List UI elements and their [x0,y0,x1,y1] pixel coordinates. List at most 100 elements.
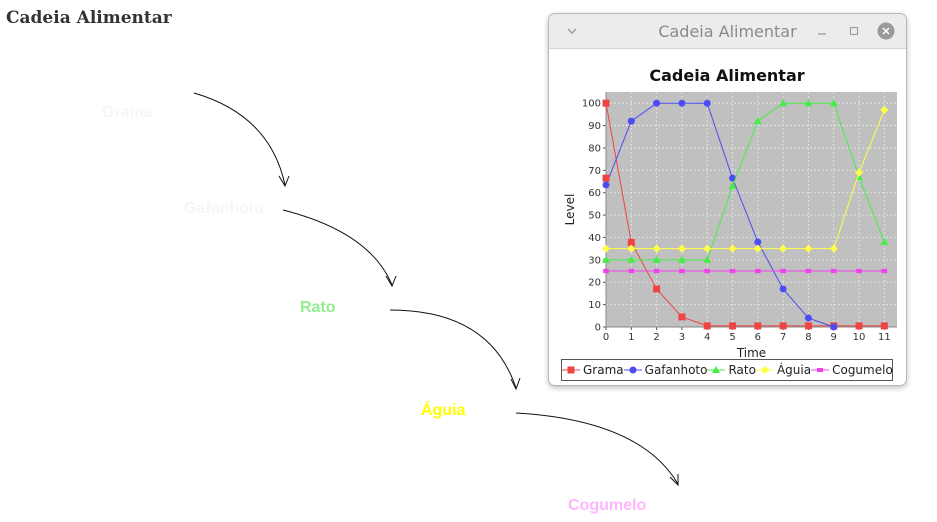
page-title: Cadeia Alimentar [6,8,172,28]
data-point-rato [880,237,889,245]
data-point-rato [652,255,661,263]
data-point-grama [779,322,787,330]
window-title: Cadeia Alimentar [658,22,797,41]
arrow-grama-gafanhoto [193,92,286,186]
data-point-aguia [829,244,838,253]
data-point-grama [602,99,610,107]
data-point-cogumelo [704,268,711,274]
x-tick-label: 0 [603,332,609,343]
data-point-cogumelo [830,268,837,274]
data-point-rato [602,255,610,263]
close-icon[interactable] [876,21,896,41]
chart-window[interactable]: Cadeia Alimentar Cadeia Alimentar 0 1 2 3 4 5 6… [548,13,907,386]
legend-item-rato: Rato [707,363,756,377]
data-point-gafanhoto [779,285,787,293]
data-point-cogumelo [729,268,736,274]
series-line-gafanhoto [605,102,834,328]
arrow-gafanhoto-rato-head [385,275,397,288]
data-point-rato [627,255,636,263]
data-point-rato [779,99,788,107]
legend-label-aguia: Águia [776,363,812,377]
data-point-grama [855,322,863,330]
arrow-grama-gafanhoto-head [278,175,290,188]
window-titlebar[interactable]: Cadeia Alimentar [549,14,906,49]
data-point-cogumelo [805,268,812,274]
legend-label-cogumelo: Cogumelo [832,363,893,377]
arrow-aguia-cogumelo-head [669,474,679,487]
x-tick-label: 5 [729,332,735,343]
data-point-cogumelo [856,268,862,274]
arrow-gafanhoto-rato [282,209,393,286]
arrow-rato-aguia [389,309,517,389]
data-point-grama [627,238,635,246]
legend-swatch-cogumelo [811,368,830,372]
data-point-grama [653,285,661,293]
data-point-rato [829,99,838,107]
y-tick-label: 80 [588,143,601,154]
legend-label-rato: Rato [728,363,756,377]
chain-label-aguia: Águia [421,402,466,419]
x-tick-label: 11 [878,332,891,343]
arrow-aguia-cogumelo [515,412,679,485]
y-tick-label: 30 [588,255,601,266]
data-point-gafanhoto [653,99,661,107]
chain-label-cogumelo: Cogumelo [568,497,647,514]
data-point-aguia [880,105,889,114]
data-point-rato [804,99,813,107]
data-point-rato [753,117,762,125]
legend-swatch-rato [707,366,726,373]
x-tick-label: 2 [653,332,659,343]
data-point-aguia [602,244,610,253]
data-point-rato [677,255,686,263]
legend-label-grama: Grama [583,363,624,377]
data-point-grama [754,322,762,330]
arrow-rato-aguia-head [510,377,521,391]
legend-item-cogumelo: Cogumelo [811,363,893,377]
data-point-aguia [779,244,788,253]
data-point-aguia [627,244,636,253]
data-point-aguia [855,168,864,177]
data-point-cogumelo [653,268,660,274]
data-point-gafanhoto [754,238,762,246]
data-point-aguia [703,244,712,253]
x-axis-label: Time [736,346,766,357]
chart-panel: Cadeia Alimentar 0 1 2 3 4 5 6 7 8 9 10 11 0 10 20 30 40 5… [549,49,906,361]
data-point-gafanhoto [830,323,838,331]
data-point-rato [728,182,737,189]
legend-swatch-grama [562,366,580,374]
y-axis-label: Level [563,194,577,226]
chain-label-grama: Grama [102,104,153,121]
y-tick-label: 100 [582,99,601,110]
data-point-gafanhoto [627,117,635,125]
legend-label-gafanhoto: Gafanhoto [644,363,708,377]
data-point-grama [804,322,812,330]
data-point-aguia [728,244,737,253]
chevron-down-icon[interactable] [562,21,582,41]
line-chart: Cadeia Alimentar 0 1 2 3 4 5 6 7 8 9 10 11 0 10 20 30 40 5… [563,66,897,360]
data-point-grama [602,174,610,182]
data-point-cogumelo [881,268,888,274]
maximize-icon[interactable] [844,21,864,41]
data-point-aguia [677,244,686,253]
y-tick-label: 0 [595,323,601,334]
data-point-cogumelo [780,268,786,274]
chart-title: Cadeia Alimentar [649,66,804,85]
data-point-grama [880,322,888,330]
y-tick-label: 70 [588,166,601,177]
data-point-cogumelo [679,268,685,274]
legend-item-grama: Grama [562,363,624,377]
series-line-aguia [606,109,885,250]
minimize-icon[interactable] [812,21,832,41]
data-point-gafanhoto [703,99,711,107]
data-point-aguia [804,244,813,253]
data-point-aguia [652,244,661,253]
legend-swatch-aguia [755,366,774,374]
y-tick-label: 10 [588,300,601,311]
data-point-gafanhoto [729,174,737,182]
chain-label-rato: Rato [300,299,336,316]
legend-swatch-gafanhoto [623,366,642,374]
data-point-cogumelo [755,268,761,274]
plot-background [606,92,897,327]
x-tick-label: 6 [755,332,761,343]
